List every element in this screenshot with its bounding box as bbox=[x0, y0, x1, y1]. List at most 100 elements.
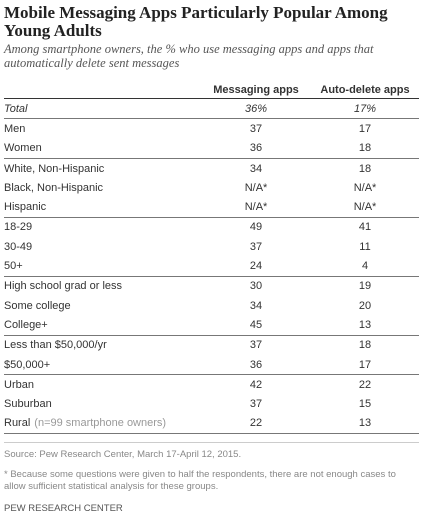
table-row: Black, Non-Hispanic N/A* N/A* bbox=[4, 178, 419, 197]
row-group: High school grad or less 30 19 Some college… bbox=[4, 277, 419, 336]
cell: 37 bbox=[249, 398, 263, 411]
row-group: Less than $50,000/yr 37 18 $50,000+ 36 17 bbox=[4, 336, 419, 376]
cell: 22 bbox=[249, 417, 263, 430]
cell: N/A* bbox=[353, 201, 377, 214]
cell: 34 bbox=[249, 299, 263, 312]
row-label: White, Non-Hispanic bbox=[4, 162, 105, 175]
cell: 20 bbox=[358, 299, 372, 312]
page: Mobile Messaging Apps Particularly Popul… bbox=[0, 4, 423, 524]
table-row: Total 36% 17% bbox=[4, 99, 419, 118]
row-label: Suburban bbox=[4, 398, 52, 411]
cell: 36% bbox=[244, 102, 268, 115]
row-label-cell: Suburban bbox=[4, 398, 197, 410]
row-label-cell: 18-29 bbox=[4, 221, 197, 233]
footnote: * Because some questions were given to h… bbox=[4, 469, 396, 493]
cell: 49 bbox=[249, 221, 263, 234]
cell: 36 bbox=[249, 358, 263, 371]
column-header: Messaging apps bbox=[213, 84, 299, 96]
table-row: High school grad or less 30 19 bbox=[4, 277, 419, 296]
row-label-cell: Hispanic bbox=[4, 201, 197, 213]
cell: N/A* bbox=[244, 201, 268, 214]
cell: 37 bbox=[249, 339, 263, 352]
row-label-cell: Urban bbox=[4, 379, 197, 391]
row-label: $50,000+ bbox=[4, 358, 51, 371]
subtitle: Among smartphone owners, the % who use m… bbox=[4, 42, 374, 70]
row-label: Less than $50,000/yr bbox=[4, 339, 107, 352]
row-label-cell: Less than $50,000/yr bbox=[4, 339, 197, 351]
cell: 37 bbox=[249, 122, 263, 135]
row-label-cell: Some college bbox=[4, 300, 197, 312]
cell: 19 bbox=[358, 280, 372, 293]
title: Mobile Messaging Apps Particularly Popul… bbox=[4, 3, 388, 40]
row-group: White, Non-Hispanic 34 18 Black, Non-Hispan… bbox=[4, 159, 419, 218]
row-label: Urban bbox=[4, 378, 34, 391]
row-label-cell: 50+ bbox=[4, 260, 197, 272]
cell: 36 bbox=[249, 142, 263, 155]
row-group: Total 36% 17% bbox=[4, 99, 419, 120]
cell: 11 bbox=[359, 240, 371, 253]
row-note: (n=99 smartphone owners) bbox=[34, 417, 167, 430]
column-header: Auto-delete apps bbox=[320, 84, 410, 96]
row-group: 18-29 49 41 30-49 37 11 50+ 24 4 bbox=[4, 218, 419, 277]
row-label-cell: $50,000+ bbox=[4, 359, 197, 371]
row-label: Total bbox=[4, 102, 28, 115]
cell: 13 bbox=[358, 318, 372, 331]
row-label: Some college bbox=[4, 299, 71, 312]
row-label-cell: 30-49 bbox=[4, 241, 197, 253]
row-label-cell: White, Non-Hispanic bbox=[4, 163, 197, 175]
row-label-cell: High school grad or less bbox=[4, 280, 197, 292]
table-row: 18-29 49 41 bbox=[4, 218, 419, 237]
cell: 15 bbox=[358, 398, 372, 411]
table-body: Total 36% 17% Men 37 17 Women 36 18 White, Non-Hi… bbox=[4, 99, 419, 435]
cell: 13 bbox=[358, 417, 372, 430]
row-label: Women bbox=[4, 142, 42, 155]
row-group: Urban 42 22 Suburban 37 15 Rural (n=99 smartpho… bbox=[4, 375, 419, 435]
cell: 18 bbox=[358, 339, 372, 352]
table-row: 50+ 24 4 bbox=[4, 256, 419, 275]
table-row: Some college 34 20 bbox=[4, 296, 419, 315]
row-label-cell: Women bbox=[4, 142, 197, 154]
row-label: High school grad or less bbox=[4, 280, 123, 293]
cell: 42 bbox=[249, 378, 263, 391]
cell: 34 bbox=[249, 162, 263, 175]
row-label-cell: College+ bbox=[4, 319, 197, 331]
table-row: Suburban 37 15 bbox=[4, 394, 419, 413]
row-label-cell: Rural (n=99 smartphone owners) bbox=[4, 417, 197, 429]
row-group: Men 37 17 Women 36 18 bbox=[4, 119, 419, 159]
row-label: Hispanic bbox=[4, 201, 47, 214]
cell: 17 bbox=[358, 122, 372, 135]
row-label: 30-49 bbox=[4, 240, 33, 253]
cell: 4 bbox=[361, 260, 369, 273]
row-label: College+ bbox=[4, 318, 48, 331]
cell: 30 bbox=[249, 280, 263, 293]
row-label: Rural bbox=[4, 417, 31, 430]
header-row: Messaging apps Auto-delete apps bbox=[4, 82, 419, 99]
row-label-cell: Men bbox=[4, 123, 197, 135]
table-row: Women 36 18 bbox=[4, 139, 419, 158]
row-label-cell: Total bbox=[4, 103, 197, 115]
table-row: Urban 42 22 bbox=[4, 375, 419, 394]
cell: 17% bbox=[353, 102, 377, 115]
cell: 41 bbox=[358, 221, 372, 234]
table-row: Rural (n=99 smartphone owners) 22 13 bbox=[4, 414, 419, 433]
cell: N/A* bbox=[353, 181, 377, 194]
row-label: 50+ bbox=[4, 260, 23, 273]
table-row: 30-49 37 11 bbox=[4, 237, 419, 256]
table-row: College+ 45 13 bbox=[4, 315, 419, 334]
table-row: White, Non-Hispanic 34 18 bbox=[4, 159, 419, 178]
row-label-cell: Black, Non-Hispanic bbox=[4, 182, 197, 194]
cell: 18 bbox=[358, 142, 372, 155]
cell: N/A* bbox=[244, 181, 268, 194]
credit: PEW RESEARCH CENTER bbox=[4, 503, 123, 515]
cell: 17 bbox=[358, 358, 372, 371]
table-row: Hispanic N/A* N/A* bbox=[4, 197, 419, 216]
row-label: Black, Non-Hispanic bbox=[4, 181, 104, 194]
row-label: 18-29 bbox=[4, 221, 33, 234]
cell: 37 bbox=[249, 240, 263, 253]
table-row: $50,000+ 36 17 bbox=[4, 355, 419, 374]
table-row: Less than $50,000/yr 37 18 bbox=[4, 336, 419, 355]
cell: 18 bbox=[358, 162, 372, 175]
cell: 45 bbox=[249, 318, 263, 331]
cell: 24 bbox=[249, 260, 263, 273]
cell: 22 bbox=[358, 378, 372, 391]
